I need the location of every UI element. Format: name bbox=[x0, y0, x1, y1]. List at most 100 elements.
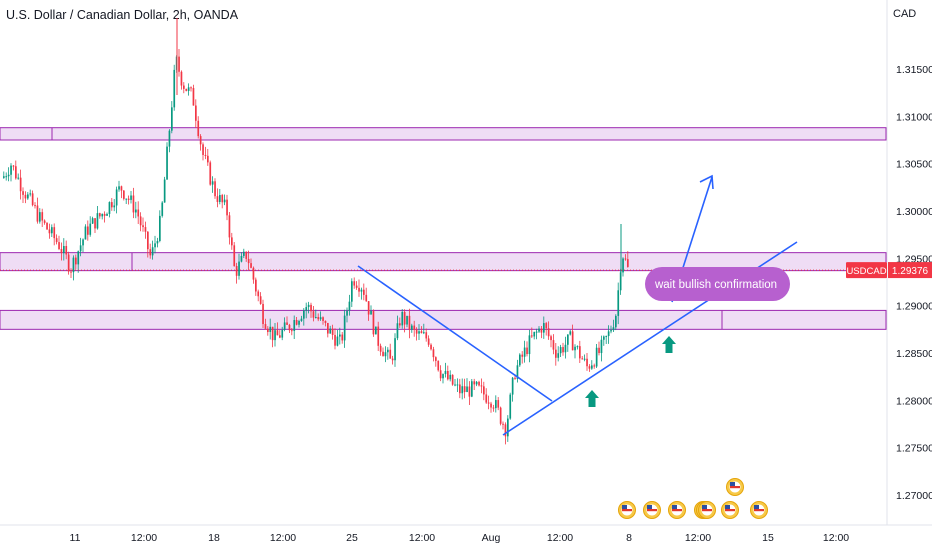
candle-body bbox=[223, 199, 226, 203]
candle-body bbox=[353, 281, 356, 286]
candle-body bbox=[358, 287, 360, 292]
candle-body bbox=[262, 303, 264, 325]
candle-body bbox=[401, 311, 404, 326]
candle-body bbox=[58, 242, 60, 250]
last-price-label: 1.29376 bbox=[892, 266, 929, 277]
candle-body bbox=[53, 227, 56, 239]
event-flag-icon bbox=[618, 501, 636, 519]
candle-body bbox=[497, 400, 500, 408]
candle-body bbox=[298, 320, 300, 325]
candle-body bbox=[178, 56, 180, 72]
candle-body bbox=[209, 162, 212, 185]
candle-body bbox=[7, 174, 10, 177]
candle-body bbox=[588, 366, 591, 369]
candle-body bbox=[564, 344, 567, 353]
candle-body bbox=[319, 317, 322, 320]
candle-body bbox=[154, 243, 156, 248]
candle-body bbox=[216, 196, 219, 202]
candle-body bbox=[199, 136, 202, 145]
y-tick-label: 1.31500 bbox=[896, 64, 932, 76]
candle-body bbox=[471, 381, 473, 397]
candle-body bbox=[235, 266, 238, 276]
symbol-badge bbox=[846, 262, 887, 279]
candle-body bbox=[161, 202, 164, 216]
candle-body bbox=[255, 279, 257, 292]
candle-body bbox=[192, 88, 195, 106]
event-flag-canton bbox=[672, 505, 677, 509]
candle-body bbox=[147, 231, 149, 250]
event-flag-icon bbox=[668, 501, 686, 519]
candle-body bbox=[267, 328, 269, 333]
candle-body bbox=[550, 336, 552, 341]
event-flag-stripe bbox=[622, 509, 632, 512]
projection-arrow-head bbox=[699, 174, 714, 190]
x-tick-label: 15 bbox=[762, 532, 774, 544]
zone-2 bbox=[0, 252, 887, 272]
candle-body bbox=[197, 120, 200, 137]
candle-body bbox=[346, 310, 348, 316]
event-flag-stripe bbox=[647, 509, 657, 512]
candle-body bbox=[475, 381, 478, 385]
candle-body bbox=[149, 249, 152, 256]
candle-body bbox=[142, 225, 144, 228]
candle-body bbox=[245, 251, 248, 259]
candle-body bbox=[269, 326, 272, 333]
candle-body bbox=[238, 261, 240, 276]
candle-body bbox=[303, 310, 305, 319]
candle-body bbox=[168, 130, 171, 147]
candle-body bbox=[10, 165, 12, 175]
candle-body bbox=[19, 177, 22, 192]
candle-body bbox=[89, 223, 92, 235]
candle-body bbox=[420, 331, 423, 334]
candle-body bbox=[622, 258, 624, 273]
up-arrow-icon bbox=[585, 390, 599, 407]
event-flag-canton bbox=[702, 505, 707, 509]
candle-body bbox=[442, 374, 444, 379]
candle-body bbox=[259, 296, 262, 304]
x-tick-label: 11 bbox=[70, 532, 81, 544]
candle-body bbox=[82, 239, 84, 246]
candle-body bbox=[75, 257, 77, 265]
candle-body bbox=[483, 386, 485, 395]
buy-arrow-1 bbox=[585, 390, 599, 407]
candle-body bbox=[279, 335, 281, 338]
candle-body bbox=[363, 289, 365, 295]
candle-body bbox=[226, 199, 228, 216]
candle-body bbox=[387, 349, 389, 353]
candle-body bbox=[511, 377, 514, 395]
candle-body bbox=[444, 370, 447, 375]
candle-body bbox=[295, 320, 298, 325]
candle-body bbox=[123, 190, 125, 199]
event-flag-icon bbox=[726, 478, 744, 496]
candle-body bbox=[125, 198, 128, 200]
candle-body bbox=[139, 216, 142, 226]
candle-body bbox=[51, 227, 53, 234]
candle-body bbox=[427, 338, 430, 345]
y-tick-label: 1.28500 bbox=[896, 348, 932, 360]
candle-body bbox=[348, 301, 351, 311]
candle-body bbox=[394, 338, 396, 361]
x-tick-label: Aug bbox=[482, 532, 501, 544]
candle-body bbox=[159, 215, 161, 241]
x-tick-label: 8 bbox=[626, 532, 632, 544]
x-tick-label: 12:00 bbox=[685, 532, 711, 544]
last-price-badge bbox=[888, 262, 932, 279]
symbol-label: USDCAD bbox=[846, 266, 886, 277]
candle-body bbox=[118, 186, 120, 190]
candle-body bbox=[375, 326, 377, 335]
candle-body bbox=[283, 322, 286, 331]
currency-label: CAD bbox=[893, 8, 917, 20]
event-flag-canton bbox=[754, 505, 759, 509]
candle-body bbox=[247, 258, 250, 264]
descending-trendline bbox=[357, 265, 553, 402]
candle-body bbox=[408, 315, 411, 330]
candle-body bbox=[334, 334, 336, 346]
candle-body bbox=[591, 365, 593, 369]
candle-body bbox=[257, 291, 260, 297]
up-arrow-icon bbox=[662, 336, 676, 353]
candle-body bbox=[324, 320, 327, 323]
candle-body bbox=[538, 328, 540, 332]
candle-body bbox=[271, 326, 274, 341]
candle-body bbox=[94, 218, 96, 229]
